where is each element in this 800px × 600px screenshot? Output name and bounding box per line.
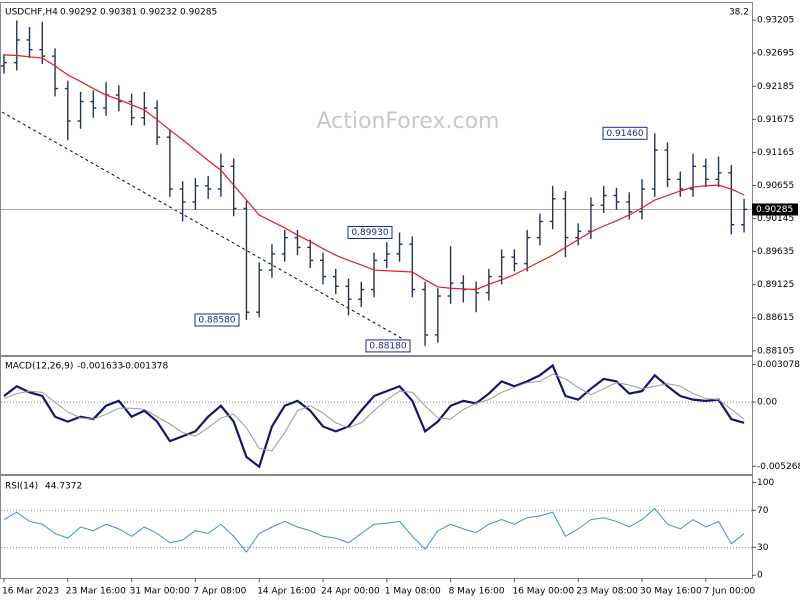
series-line	[3, 363, 745, 469]
symbol-title: USDCHF,H4	[5, 8, 58, 18]
macd-title: MACD(12,26,9)	[5, 362, 73, 372]
y-tick-label: 0.88105	[757, 346, 794, 356]
x-tick-label: 16 Mar 2023	[2, 587, 59, 597]
y-tick-label: 0.88615	[757, 313, 794, 323]
last-high: 0.90381	[100, 8, 137, 18]
y-tick-label: 0.92185	[757, 82, 794, 92]
x-tick-label: 16 May 00:00	[512, 587, 574, 597]
last-close: 0.90285	[180, 8, 217, 18]
macd-current: -0.001633	[77, 362, 123, 372]
y-tick-label: 0.92695	[757, 49, 794, 59]
annotation-box	[365, 339, 411, 353]
y-tick-label: 0.003078	[757, 360, 800, 370]
y-tick-label: 0	[757, 571, 763, 581]
last-open: 0.90292	[60, 8, 97, 18]
rsi-panel	[0, 475, 753, 579]
y-tick-label: 0.89635	[757, 247, 794, 257]
y-tick-label: 70	[757, 506, 769, 516]
y-tick-label: 0.91675	[757, 115, 794, 125]
y-tick-label: 100	[757, 478, 774, 488]
last-low: 0.90232	[140, 8, 177, 18]
x-tick-label: 23 Mar 16:00	[66, 587, 126, 597]
y-tick-label: 0.93205	[757, 16, 794, 26]
rsi-current: 44.7372	[45, 482, 82, 492]
annotation-label: 0.89930	[351, 228, 388, 238]
price-label: 0.90285	[756, 205, 793, 215]
y-tick-label: 30	[757, 543, 769, 553]
annotation-label: 0.91460	[606, 129, 643, 139]
annotation-box	[194, 313, 240, 327]
x-tick-label: 1 May 08:00	[385, 587, 441, 597]
x-tick-label: 24 Apr 00:00	[321, 587, 380, 597]
series-line	[3, 373, 745, 452]
watermark: ActionForex.com	[317, 109, 500, 134]
y-tick-label: -0.005268	[757, 462, 800, 472]
x-tick-label: 14 Apr 16:00	[257, 587, 316, 597]
y-tick-label: 0.00	[757, 398, 777, 408]
price-panel	[0, 2, 753, 356]
annotation-label: 0.88580	[198, 315, 235, 325]
x-tick-label: 23 May 08:00	[576, 587, 638, 597]
y-tick-label: 0.90655	[757, 181, 794, 191]
series-line	[3, 507, 745, 553]
y-tick-label: 0.91165	[757, 148, 794, 158]
fib-label: 38.2	[729, 8, 749, 18]
y-tick-label: 0.89125	[757, 280, 794, 290]
annotation-box	[602, 126, 648, 140]
annotation-box	[347, 225, 393, 239]
x-tick-label: 7 Apr 08:00	[193, 587, 246, 597]
x-tick-label: 30 May 16:00	[640, 587, 702, 597]
x-tick-label: 31 Mar 00:00	[130, 587, 190, 597]
x-tick-label: 8 May 16:00	[449, 587, 505, 597]
rsi-title: RSI(14)	[5, 482, 38, 492]
price-box	[752, 203, 798, 216]
y-tick-label: 0.90145	[757, 214, 794, 224]
macd-panel	[0, 356, 753, 475]
trend-line	[1, 111, 411, 344]
x-tick-label: 7 Jun 00:00	[704, 587, 756, 597]
signal-current: -0.001378	[122, 362, 168, 372]
series-line	[3, 54, 745, 291]
annotation-label: 0.88180	[369, 341, 406, 351]
